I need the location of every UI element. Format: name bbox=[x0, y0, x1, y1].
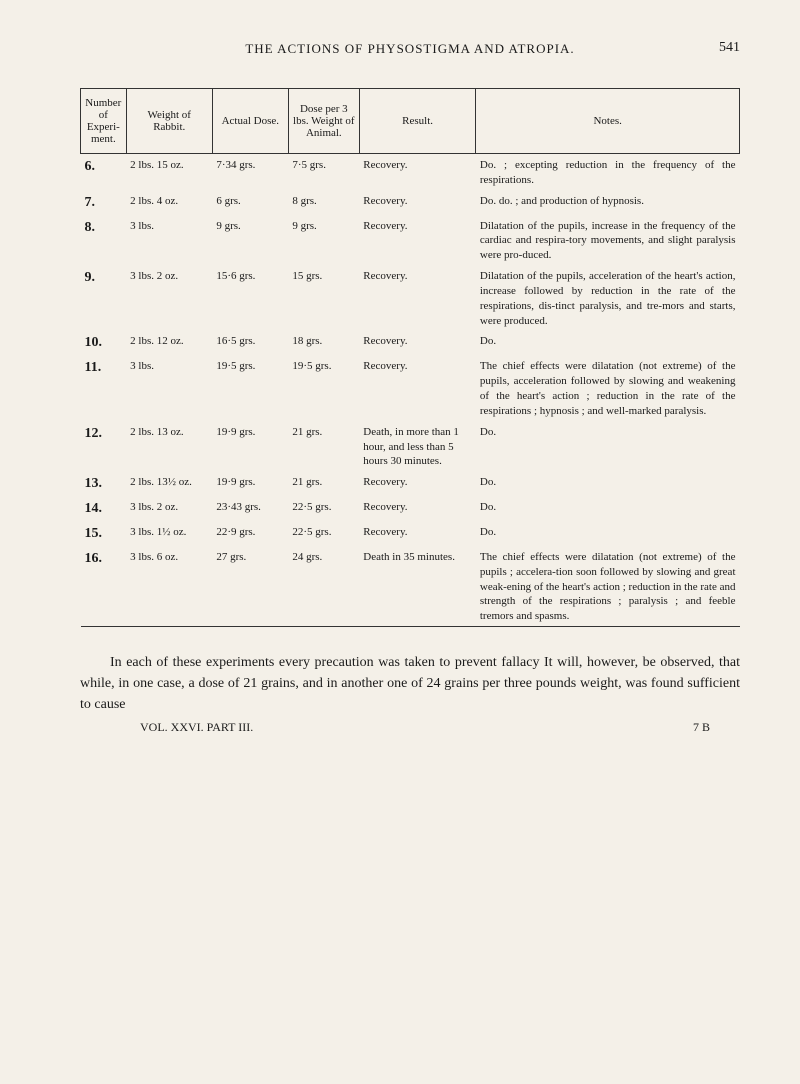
col-header-weight: Weight of Rabbit. bbox=[126, 89, 212, 154]
page-number: 541 bbox=[719, 40, 740, 56]
cell-notes: Do. bbox=[476, 496, 740, 521]
cell-exp-num: 12. bbox=[81, 421, 127, 472]
signature-text: 7 B bbox=[693, 720, 710, 735]
cell-dose-per: 24 grs. bbox=[288, 546, 359, 627]
table-header-row: Number of Experi-ment. Weight of Rabbit.… bbox=[81, 89, 740, 154]
table-row: 16.3 lbs. 6 oz.27 grs.24 grs.Death in 35… bbox=[81, 546, 740, 627]
col-header-result: Result. bbox=[359, 89, 476, 154]
cell-result: Recovery. bbox=[359, 330, 476, 355]
table-row: 8.3 lbs.9 grs.9 grs.Recovery.Dilatation … bbox=[81, 215, 740, 266]
cell-weight: 2 lbs. 12 oz. bbox=[126, 330, 212, 355]
cell-dose-per: 9 grs. bbox=[288, 215, 359, 266]
table-row: 15.3 lbs. 1½ oz.22·9 grs.22·5 grs.Recove… bbox=[81, 521, 740, 546]
cell-notes: The chief effects were dilatation (not e… bbox=[476, 355, 740, 420]
cell-actual-dose: 6 grs. bbox=[212, 190, 288, 215]
cell-exp-num: 10. bbox=[81, 330, 127, 355]
cell-exp-num: 8. bbox=[81, 215, 127, 266]
cell-exp-num: 11. bbox=[81, 355, 127, 420]
cell-exp-num: 15. bbox=[81, 521, 127, 546]
cell-notes: Do. bbox=[476, 521, 740, 546]
experiments-table: Number of Experi-ment. Weight of Rabbit.… bbox=[80, 88, 740, 627]
table-row: 7.2 lbs. 4 oz.6 grs.8 grs.Recovery.Do. d… bbox=[81, 190, 740, 215]
cell-notes: Dilatation of the pupils, increase in th… bbox=[476, 215, 740, 266]
cell-notes: Do. do. ; and production of hypnosis. bbox=[476, 190, 740, 215]
cell-actual-dose: 22·9 grs. bbox=[212, 521, 288, 546]
table-body: 6.2 lbs. 15 oz.7·34 grs.7·5 grs.Recovery… bbox=[81, 154, 740, 627]
header-title: THE ACTIONS OF PHYSOSTIGMA AND ATROPIA. bbox=[245, 41, 574, 57]
cell-dose-per: 7·5 grs. bbox=[288, 154, 359, 190]
cell-exp-num: 14. bbox=[81, 496, 127, 521]
cell-notes: Do. bbox=[476, 330, 740, 355]
cell-dose-per: 22·5 grs. bbox=[288, 496, 359, 521]
cell-weight: 3 lbs. 2 oz. bbox=[126, 265, 212, 330]
cell-weight: 2 lbs. 13 oz. bbox=[126, 421, 212, 472]
cell-actual-dose: 19·5 grs. bbox=[212, 355, 288, 420]
cell-result: Recovery. bbox=[359, 190, 476, 215]
table-row: 6.2 lbs. 15 oz.7·34 grs.7·5 grs.Recovery… bbox=[81, 154, 740, 190]
cell-dose-per: 19·5 grs. bbox=[288, 355, 359, 420]
volume-line: VOL. XXVI. PART III. 7 B bbox=[80, 720, 740, 735]
cell-actual-dose: 15·6 grs. bbox=[212, 265, 288, 330]
cell-weight: 2 lbs. 13½ oz. bbox=[126, 471, 212, 496]
cell-weight: 2 lbs. 4 oz. bbox=[126, 190, 212, 215]
table-row: 12.2 lbs. 13 oz.19·9 grs.21 grs.Death, i… bbox=[81, 421, 740, 472]
cell-notes: Do. bbox=[476, 471, 740, 496]
cell-actual-dose: 7·34 grs. bbox=[212, 154, 288, 190]
table-row: 10.2 lbs. 12 oz.16·5 grs.18 grs.Recovery… bbox=[81, 330, 740, 355]
cell-notes: Do. bbox=[476, 421, 740, 472]
page-header: THE ACTIONS OF PHYSOSTIGMA AND ATROPIA. … bbox=[80, 40, 740, 58]
cell-dose-per: 22·5 grs. bbox=[288, 521, 359, 546]
cell-dose-per: 21 grs. bbox=[288, 421, 359, 472]
cell-result: Death, in more than 1 hour, and less tha… bbox=[359, 421, 476, 472]
cell-weight: 2 lbs. 15 oz. bbox=[126, 154, 212, 190]
cell-result: Recovery. bbox=[359, 355, 476, 420]
cell-actual-dose: 27 grs. bbox=[212, 546, 288, 627]
table-row: 14.3 lbs. 2 oz.23·43 grs.22·5 grs.Recove… bbox=[81, 496, 740, 521]
cell-notes: Dilatation of the pupils, acceleration o… bbox=[476, 265, 740, 330]
col-header-dose-per: Dose per 3 lbs. Weight of Animal. bbox=[288, 89, 359, 154]
col-header-num: Number of Experi-ment. bbox=[81, 89, 127, 154]
cell-exp-num: 13. bbox=[81, 471, 127, 496]
cell-dose-per: 15 grs. bbox=[288, 265, 359, 330]
cell-dose-per: 18 grs. bbox=[288, 330, 359, 355]
cell-dose-per: 8 grs. bbox=[288, 190, 359, 215]
cell-notes: The chief effects were dilatation (not e… bbox=[476, 546, 740, 627]
cell-result: Recovery. bbox=[359, 154, 476, 190]
volume-text: VOL. XXVI. PART III. bbox=[140, 720, 253, 735]
cell-exp-num: 6. bbox=[81, 154, 127, 190]
cell-actual-dose: 19·9 grs. bbox=[212, 471, 288, 496]
cell-weight: 3 lbs. bbox=[126, 215, 212, 266]
cell-actual-dose: 23·43 grs. bbox=[212, 496, 288, 521]
cell-actual-dose: 16·5 grs. bbox=[212, 330, 288, 355]
cell-result: Recovery. bbox=[359, 521, 476, 546]
cell-exp-num: 16. bbox=[81, 546, 127, 627]
cell-weight: 3 lbs. 6 oz. bbox=[126, 546, 212, 627]
cell-result: Death in 35 minutes. bbox=[359, 546, 476, 627]
cell-weight: 3 lbs. 2 oz. bbox=[126, 496, 212, 521]
cell-exp-num: 9. bbox=[81, 265, 127, 330]
footer-paragraph: In each of these experiments every preca… bbox=[80, 652, 740, 715]
cell-result: Recovery. bbox=[359, 215, 476, 266]
col-header-notes: Notes. bbox=[476, 89, 740, 154]
cell-actual-dose: 19·9 grs. bbox=[212, 421, 288, 472]
cell-weight: 3 lbs. bbox=[126, 355, 212, 420]
cell-result: Recovery. bbox=[359, 471, 476, 496]
cell-result: Recovery. bbox=[359, 496, 476, 521]
cell-actual-dose: 9 grs. bbox=[212, 215, 288, 266]
table-row: 9.3 lbs. 2 oz.15·6 grs.15 grs.Recovery.D… bbox=[81, 265, 740, 330]
col-header-actual-dose: Actual Dose. bbox=[212, 89, 288, 154]
cell-exp-num: 7. bbox=[81, 190, 127, 215]
table-row: 13.2 lbs. 13½ oz.19·9 grs.21 grs.Recover… bbox=[81, 471, 740, 496]
cell-dose-per: 21 grs. bbox=[288, 471, 359, 496]
cell-weight: 3 lbs. 1½ oz. bbox=[126, 521, 212, 546]
table-row: 11.3 lbs.19·5 grs.19·5 grs.Recovery.The … bbox=[81, 355, 740, 420]
cell-notes: Do. ; excepting reduction in the frequen… bbox=[476, 154, 740, 190]
cell-result: Recovery. bbox=[359, 265, 476, 330]
